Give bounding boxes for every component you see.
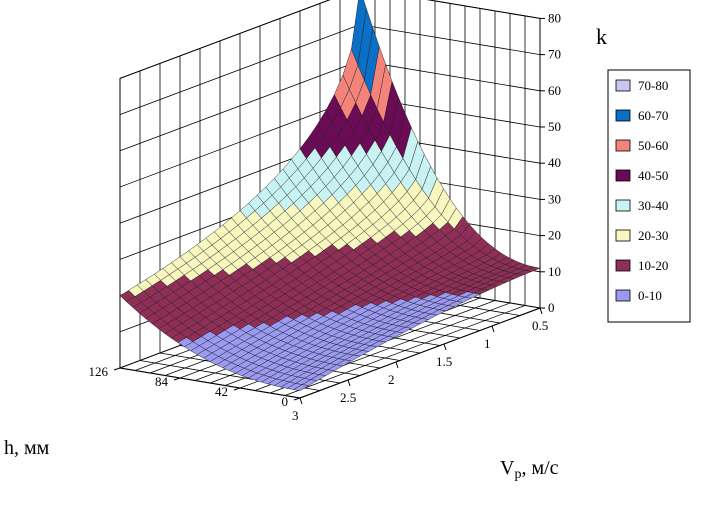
- z-tick-label: 40: [548, 155, 561, 170]
- h-tick-label: 84: [155, 374, 169, 389]
- z-axis-ticks: 0 10 20 30 40 50 60 70 80: [540, 10, 561, 315]
- v-tick-label: 1: [484, 336, 491, 351]
- z-tick-label: 60: [548, 83, 561, 98]
- v-tick-label: 1.5: [436, 354, 452, 369]
- h-axis-title: h, мм: [4, 437, 50, 459]
- z-tick-label: 30: [548, 191, 561, 206]
- h-tick-mark: [233, 387, 241, 391]
- z-tick-label: 80: [548, 10, 561, 25]
- v-tick-mark: [299, 397, 303, 405]
- surface-cell: [292, 384, 310, 392]
- legend-label: 0-10: [638, 288, 662, 303]
- legend: 70-80 60-70 50-60 40-50 30-40 20-30 10-20 0-10: [607, 69, 691, 323]
- legend-label: 10-20: [638, 258, 668, 273]
- v-tick-label: 2: [388, 372, 395, 387]
- v-axis-line: [299, 307, 541, 399]
- v-tick-mark: [395, 361, 399, 369]
- legend-swatch: [615, 169, 631, 182]
- h-tick-label: 126: [89, 364, 109, 379]
- floor-gridline-h: [284, 305, 526, 396]
- v-axis-title-unit: , м/с: [521, 457, 558, 479]
- legend-swatch: [615, 229, 631, 242]
- h-axis-ticks: 0 42 84 126: [89, 364, 301, 409]
- v-tick-mark: [539, 307, 543, 315]
- h-tick-mark: [113, 367, 121, 371]
- surface-plot: [119, 0, 541, 392]
- legend-swatch: [615, 259, 631, 272]
- z-tick-label: 50: [548, 119, 561, 134]
- v-tick-label: 2.5: [340, 390, 356, 405]
- v-tick-label: 0.5: [532, 318, 548, 333]
- legend-swatch: [615, 139, 631, 152]
- legend-swatch: [615, 289, 631, 302]
- legend-swatch: [615, 79, 631, 92]
- legend-label: 60-70: [638, 108, 668, 123]
- h-tick-label: 0: [282, 394, 289, 409]
- z-tick-label: 20: [548, 228, 561, 243]
- z-tick-label: 10: [548, 264, 561, 279]
- legend-label: 70-80: [638, 78, 668, 93]
- v-tick-label: 3: [292, 408, 299, 423]
- v-axis-title-sub: p: [514, 467, 521, 482]
- h-tick-mark: [293, 397, 301, 401]
- h-tick-label: 42: [215, 384, 228, 399]
- z-tick-label: 70: [548, 47, 561, 62]
- legend-label: 30-40: [638, 198, 668, 213]
- legend-swatch: [615, 199, 631, 212]
- z-axis-title: k: [596, 24, 607, 49]
- v-axis-title: Vp, м/с: [500, 457, 559, 482]
- legend-label: 40-50: [638, 168, 668, 183]
- legend-swatch: [615, 109, 631, 122]
- z-tick-label: 0: [548, 300, 555, 315]
- legend-label: 50-60: [638, 138, 668, 153]
- h-tick-mark: [173, 377, 181, 381]
- v-tick-mark: [347, 379, 351, 387]
- h-axis-line: [119, 367, 301, 399]
- v-axis-ticks: 0.5 1 1.5 2 2.5 3: [292, 307, 548, 423]
- v-tick-mark: [491, 325, 495, 333]
- v-tick-mark: [443, 343, 447, 351]
- legend-label: 20-30: [638, 228, 668, 243]
- v-axis-title-main: V: [500, 457, 515, 479]
